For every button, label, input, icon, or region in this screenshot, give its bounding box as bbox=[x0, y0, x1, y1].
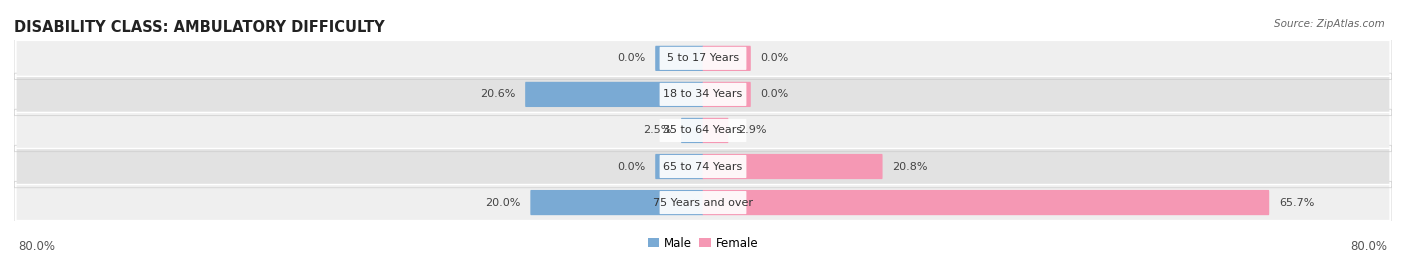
FancyBboxPatch shape bbox=[530, 190, 703, 215]
Text: 20.6%: 20.6% bbox=[479, 89, 515, 100]
FancyBboxPatch shape bbox=[703, 118, 728, 143]
Text: 0.0%: 0.0% bbox=[617, 161, 645, 172]
Text: 20.0%: 20.0% bbox=[485, 197, 520, 208]
Legend: Male, Female: Male, Female bbox=[643, 232, 763, 254]
FancyBboxPatch shape bbox=[659, 119, 747, 142]
FancyBboxPatch shape bbox=[681, 118, 703, 143]
Text: 5 to 17 Years: 5 to 17 Years bbox=[666, 53, 740, 63]
Text: 80.0%: 80.0% bbox=[18, 240, 55, 253]
Text: 18 to 34 Years: 18 to 34 Years bbox=[664, 89, 742, 100]
FancyBboxPatch shape bbox=[703, 82, 751, 107]
Text: 0.0%: 0.0% bbox=[617, 53, 645, 63]
FancyBboxPatch shape bbox=[655, 46, 703, 71]
FancyBboxPatch shape bbox=[526, 82, 703, 107]
FancyBboxPatch shape bbox=[703, 190, 1270, 215]
Text: 65 to 74 Years: 65 to 74 Years bbox=[664, 161, 742, 172]
Text: 0.0%: 0.0% bbox=[761, 53, 789, 63]
FancyBboxPatch shape bbox=[659, 155, 747, 178]
FancyBboxPatch shape bbox=[659, 191, 747, 214]
FancyBboxPatch shape bbox=[703, 154, 883, 179]
Text: 20.8%: 20.8% bbox=[893, 161, 928, 172]
Text: 35 to 64 Years: 35 to 64 Years bbox=[664, 125, 742, 136]
Text: 75 Years and over: 75 Years and over bbox=[652, 197, 754, 208]
FancyBboxPatch shape bbox=[703, 46, 751, 71]
FancyBboxPatch shape bbox=[17, 77, 1389, 112]
FancyBboxPatch shape bbox=[17, 41, 1389, 76]
Text: 2.9%: 2.9% bbox=[738, 125, 766, 136]
FancyBboxPatch shape bbox=[17, 185, 1389, 220]
Text: 65.7%: 65.7% bbox=[1279, 197, 1315, 208]
Text: 80.0%: 80.0% bbox=[1351, 240, 1388, 253]
FancyBboxPatch shape bbox=[655, 154, 703, 179]
Text: Source: ZipAtlas.com: Source: ZipAtlas.com bbox=[1274, 19, 1385, 29]
Text: 0.0%: 0.0% bbox=[761, 89, 789, 100]
FancyBboxPatch shape bbox=[659, 83, 747, 106]
Text: 2.5%: 2.5% bbox=[643, 125, 671, 136]
Text: DISABILITY CLASS: AMBULATORY DIFFICULTY: DISABILITY CLASS: AMBULATORY DIFFICULTY bbox=[14, 20, 385, 35]
FancyBboxPatch shape bbox=[659, 47, 747, 70]
FancyBboxPatch shape bbox=[17, 149, 1389, 184]
FancyBboxPatch shape bbox=[17, 113, 1389, 148]
